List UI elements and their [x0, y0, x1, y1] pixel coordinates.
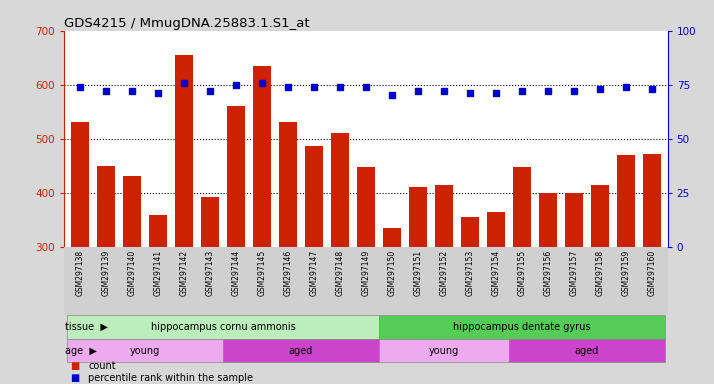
Text: GSM297154: GSM297154	[491, 250, 501, 296]
Text: GSM297142: GSM297142	[179, 250, 188, 296]
Bar	[278, 122, 297, 384]
Text: tissue  ▶: tissue ▶	[65, 322, 108, 332]
Text: GSM297157: GSM297157	[570, 250, 578, 296]
Bar	[97, 166, 115, 384]
Bar	[643, 154, 661, 384]
Text: GSM297145: GSM297145	[258, 250, 266, 296]
Text: GDS4215 / MmugDNA.25883.1.S1_at: GDS4215 / MmugDNA.25883.1.S1_at	[64, 17, 310, 30]
Text: GSM297139: GSM297139	[101, 250, 111, 296]
Text: ■: ■	[70, 373, 79, 383]
Text: GSM297160: GSM297160	[648, 250, 656, 296]
Bar	[67, 339, 223, 362]
Bar	[617, 155, 635, 384]
Text: GSM297150: GSM297150	[388, 250, 396, 296]
Bar	[201, 197, 219, 384]
Text: GSM297143: GSM297143	[206, 250, 214, 296]
Text: young: young	[130, 346, 160, 356]
Text: count: count	[89, 361, 116, 371]
Text: GSM297147: GSM297147	[309, 250, 318, 296]
Text: GSM297159: GSM297159	[621, 250, 630, 296]
Text: ■: ■	[70, 361, 79, 371]
Text: GSM297152: GSM297152	[439, 250, 448, 296]
Bar	[591, 185, 609, 384]
Text: aged: aged	[575, 346, 599, 356]
Text: percentile rank within the sample: percentile rank within the sample	[89, 373, 253, 383]
Bar	[253, 66, 271, 384]
Bar	[227, 106, 245, 384]
Text: GSM297149: GSM297149	[361, 250, 371, 296]
Bar	[379, 339, 509, 362]
Bar	[409, 187, 427, 384]
Text: GSM297153: GSM297153	[466, 250, 474, 296]
Text: GSM297155: GSM297155	[518, 250, 526, 296]
Bar	[357, 167, 375, 384]
Text: GSM297138: GSM297138	[76, 250, 84, 296]
Bar	[435, 185, 453, 384]
Bar	[539, 193, 557, 384]
Bar	[487, 212, 505, 384]
Text: GSM297140: GSM297140	[127, 250, 136, 296]
Bar	[123, 177, 141, 384]
Text: GSM297141: GSM297141	[154, 250, 162, 296]
Text: GSM297146: GSM297146	[283, 250, 293, 296]
Text: aged: aged	[288, 346, 313, 356]
Text: hippocampus cornu ammonis: hippocampus cornu ammonis	[151, 322, 296, 332]
Bar	[175, 55, 193, 384]
Text: GSM297148: GSM297148	[336, 250, 344, 296]
Bar	[379, 315, 665, 339]
Bar	[71, 122, 89, 384]
Text: age  ▶: age ▶	[65, 346, 96, 356]
Text: GSM297156: GSM297156	[543, 250, 553, 296]
Bar	[223, 339, 379, 362]
Text: hippocampus dentate gyrus: hippocampus dentate gyrus	[453, 322, 590, 332]
Bar	[383, 228, 401, 384]
Text: GSM297158: GSM297158	[595, 250, 605, 296]
Text: young: young	[429, 346, 459, 356]
Bar	[461, 217, 479, 384]
Bar	[509, 339, 665, 362]
Bar	[565, 193, 583, 384]
Bar	[513, 167, 531, 384]
Bar	[67, 315, 379, 339]
Text: GSM297144: GSM297144	[231, 250, 241, 296]
Bar	[149, 215, 167, 384]
Bar	[305, 146, 323, 384]
Bar	[331, 133, 349, 384]
Text: GSM297151: GSM297151	[413, 250, 423, 296]
